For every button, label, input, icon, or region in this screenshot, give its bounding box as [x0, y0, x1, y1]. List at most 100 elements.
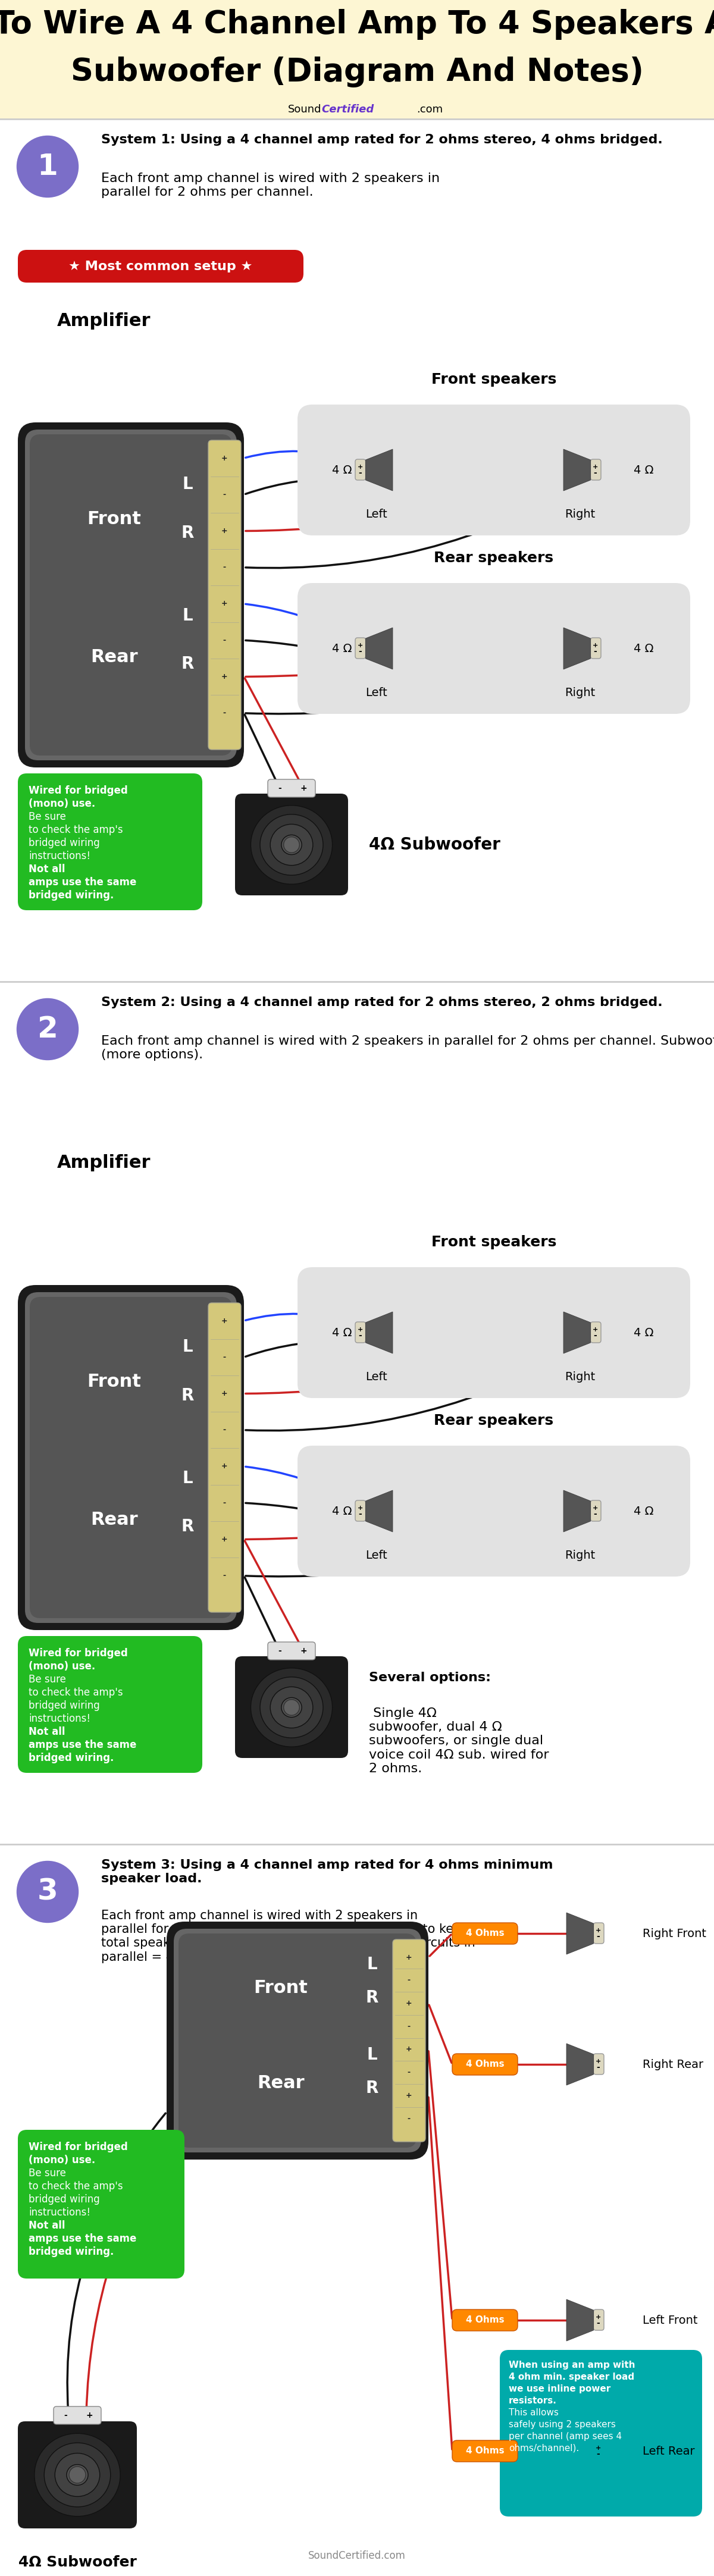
FancyBboxPatch shape [356, 639, 366, 659]
Text: +: + [357, 1504, 363, 1512]
Ellipse shape [34, 2434, 120, 2517]
Text: -: - [407, 2022, 411, 2030]
FancyBboxPatch shape [593, 2311, 604, 2331]
Text: +: + [595, 2313, 601, 2321]
Polygon shape [563, 629, 590, 670]
Text: 4 Ω: 4 Ω [634, 644, 653, 654]
FancyBboxPatch shape [0, 118, 714, 981]
Text: This allows: This allows [508, 2409, 558, 2416]
FancyBboxPatch shape [54, 2406, 101, 2424]
Text: resistors.: resistors. [508, 2396, 557, 2406]
Ellipse shape [55, 2452, 100, 2496]
Text: Wired for bridged: Wired for bridged [29, 786, 128, 796]
Polygon shape [366, 448, 393, 492]
Text: Certified: Certified [321, 103, 374, 116]
FancyBboxPatch shape [452, 2311, 518, 2331]
Text: -: - [407, 2069, 411, 2076]
FancyBboxPatch shape [452, 2439, 518, 2463]
FancyBboxPatch shape [593, 1922, 604, 1945]
Text: System 1: Using a 4 channel amp rated for 2 ohms stereo, 4 ohms bridged.: System 1: Using a 4 channel amp rated fo… [101, 134, 663, 147]
Text: to check the amp's: to check the amp's [29, 824, 123, 835]
Text: to check the amp's: to check the amp's [29, 1687, 123, 1698]
Text: Left: Left [365, 688, 387, 698]
Text: Left: Left [365, 510, 387, 520]
Circle shape [15, 997, 80, 1061]
Text: SoundCertified.com: SoundCertified.com [308, 2550, 406, 2561]
Polygon shape [366, 629, 393, 670]
Text: 3: 3 [37, 1878, 58, 1906]
Text: instructions!: instructions! [29, 850, 91, 860]
Text: Be sure: Be sure [29, 811, 66, 822]
FancyBboxPatch shape [178, 1935, 416, 2148]
Text: 4 Ω: 4 Ω [332, 464, 352, 477]
Ellipse shape [281, 835, 302, 855]
Text: Right: Right [565, 1370, 595, 1383]
Polygon shape [366, 1311, 393, 1352]
Text: Not all: Not all [29, 2221, 65, 2231]
Text: Several options:: Several options: [369, 1672, 491, 1685]
Text: -: - [223, 564, 226, 572]
Text: 4 ohm min. speaker load: 4 ohm min. speaker load [508, 2372, 634, 2380]
FancyBboxPatch shape [452, 2053, 518, 2076]
Text: +: + [221, 1316, 228, 1324]
Text: -: - [223, 708, 226, 716]
Text: Rear: Rear [257, 2074, 305, 2092]
FancyBboxPatch shape [356, 459, 366, 479]
FancyBboxPatch shape [18, 1285, 244, 1631]
Text: R: R [181, 657, 193, 672]
Text: -: - [593, 1332, 597, 1340]
Polygon shape [566, 2043, 593, 2084]
Text: +: + [595, 2445, 601, 2452]
FancyBboxPatch shape [18, 2130, 184, 2280]
FancyBboxPatch shape [268, 1641, 316, 1659]
Circle shape [283, 837, 299, 853]
Text: Amplifier: Amplifier [57, 1154, 151, 1172]
FancyBboxPatch shape [298, 1267, 690, 1399]
FancyBboxPatch shape [356, 1321, 366, 1342]
Text: L: L [182, 1471, 193, 1486]
Text: Subwoofer (Diagram And Notes): Subwoofer (Diagram And Notes) [71, 57, 643, 88]
FancyBboxPatch shape [590, 639, 601, 659]
Ellipse shape [281, 1698, 302, 1718]
Text: +: + [406, 2045, 412, 2053]
Text: L: L [182, 477, 193, 492]
Text: (mono) use.: (mono) use. [29, 2154, 96, 2166]
Text: System 2: Using a 4 channel amp rated for 2 ohms stereo, 2 ohms bridged.: System 2: Using a 4 channel amp rated fo… [101, 997, 663, 1007]
Circle shape [15, 134, 80, 198]
Text: +: + [593, 1504, 598, 1512]
Text: Be sure: Be sure [29, 1674, 66, 1685]
Text: -: - [407, 2115, 411, 2123]
Polygon shape [563, 1311, 590, 1352]
Text: Each front amp channel is wired with 2 speakers in parallel for 2 ohms per chann: Each front amp channel is wired with 2 s… [101, 1036, 714, 1061]
Text: 4 Ohms: 4 Ohms [466, 2316, 504, 2324]
Text: +: + [357, 464, 363, 469]
Text: -: - [593, 469, 597, 477]
Text: -: - [358, 1510, 362, 1517]
Text: 4 Ohms: 4 Ohms [466, 1929, 504, 1937]
Text: Not all: Not all [29, 863, 65, 873]
Text: bridged wiring: bridged wiring [29, 837, 100, 848]
Text: amps use the same: amps use the same [29, 876, 136, 889]
FancyBboxPatch shape [25, 1293, 237, 1623]
FancyBboxPatch shape [268, 781, 316, 796]
Text: amps use the same: amps use the same [29, 2233, 136, 2244]
Text: +: + [221, 453, 228, 461]
Text: instructions!: instructions! [29, 2208, 91, 2218]
Text: -: - [597, 2063, 600, 2071]
Text: +: + [595, 1927, 601, 1935]
Text: 4 Ω: 4 Ω [332, 644, 352, 654]
Text: bridged wiring: bridged wiring [29, 1700, 100, 1710]
Polygon shape [566, 2300, 593, 2342]
FancyBboxPatch shape [590, 1321, 601, 1342]
FancyBboxPatch shape [208, 440, 241, 750]
Text: Rear: Rear [91, 649, 138, 665]
Text: How To Wire A 4 Channel Amp To 4 Speakers And A: How To Wire A 4 Channel Amp To 4 Speaker… [0, 8, 714, 39]
FancyBboxPatch shape [25, 430, 237, 760]
Text: +: + [221, 1463, 228, 1471]
Text: Each front amp channel is wired with 2 speakers in
parallel for 2 ohms per chann: Each front amp channel is wired with 2 s… [101, 173, 440, 198]
Text: When using an amp with: When using an amp with [508, 2360, 635, 2370]
Text: Not all: Not all [29, 1726, 65, 1736]
Text: Right Front: Right Front [643, 1927, 706, 1940]
Text: ★ Most common setup ★: ★ Most common setup ★ [69, 260, 253, 273]
Text: 4 Ohms: 4 Ohms [466, 2447, 504, 2455]
